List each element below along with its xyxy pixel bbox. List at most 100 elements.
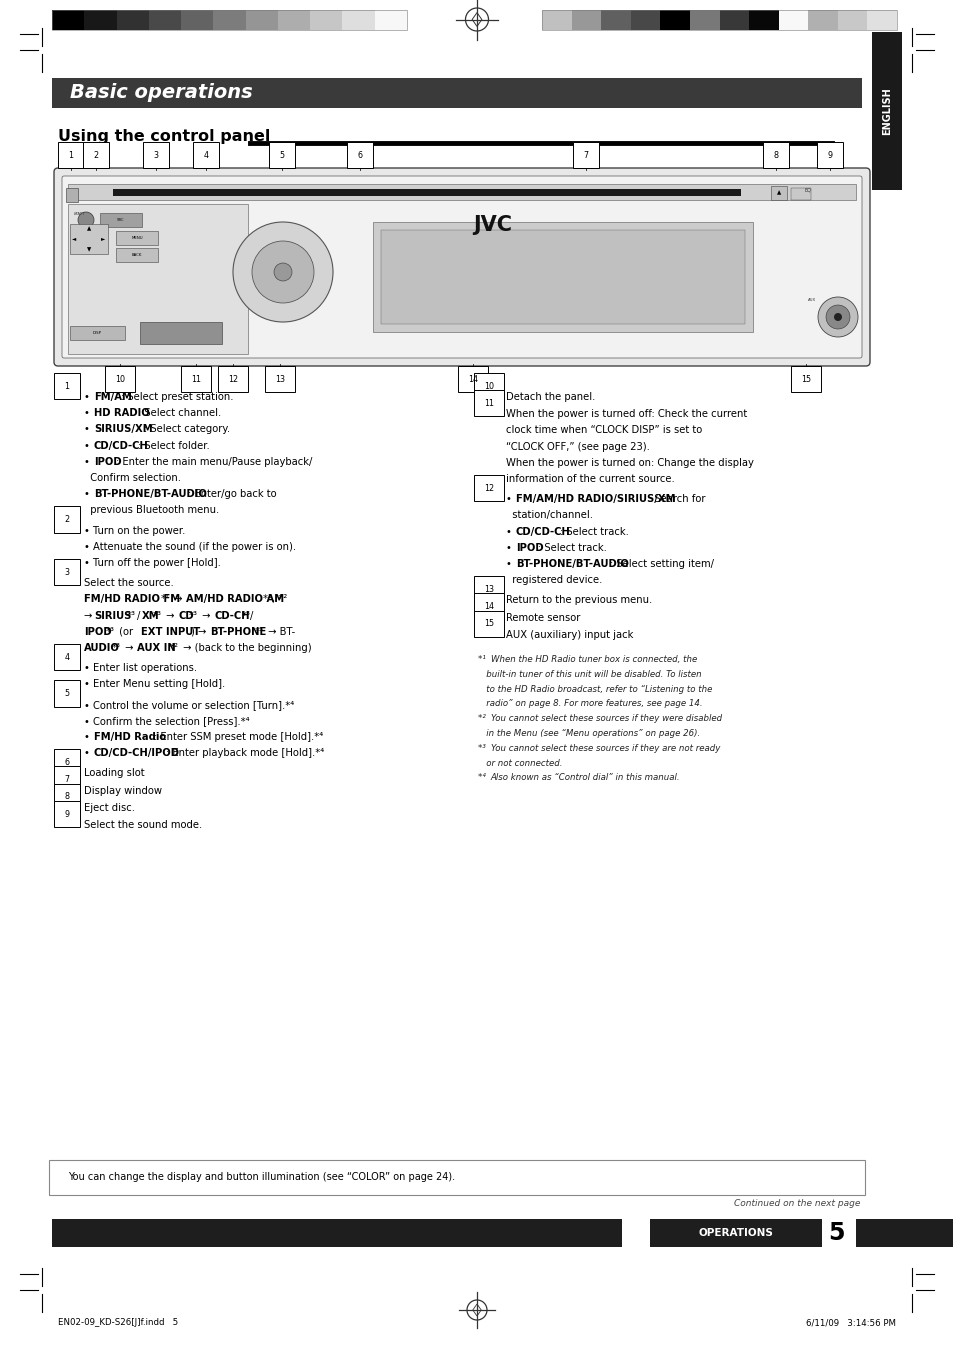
Text: OPERATIONS: OPERATIONS [698,1228,773,1238]
FancyBboxPatch shape [816,142,842,168]
Bar [719,9,748,30]
Bar [52,9,407,30]
Text: 8: 8 [65,792,70,802]
Bar [807,9,837,30]
Text: Confirm selection.: Confirm selection. [84,473,181,483]
Text: 7: 7 [65,775,70,784]
FancyBboxPatch shape [53,767,80,792]
Text: 6: 6 [65,758,70,767]
Text: 11: 11 [483,399,494,408]
Text: BT-PHONE/BT-AUDIO: BT-PHONE/BT-AUDIO [94,489,207,499]
Circle shape [833,314,841,320]
Text: 1: 1 [65,381,70,391]
Text: AM/HD RADIO AM: AM/HD RADIO AM [186,595,284,604]
Text: BACK: BACK [132,253,142,257]
Text: Also known as “Control dial” in this manual.: Also known as “Control dial” in this man… [491,773,679,783]
Text: ENGLISH: ENGLISH [882,87,891,135]
Text: : Select track.: : Select track. [559,526,628,537]
Bar [375,9,407,30]
Text: • Confirm the selection [Press].*⁴: • Confirm the selection [Press].*⁴ [84,715,250,726]
Text: Select the sound mode.: Select the sound mode. [84,821,202,830]
Text: (or: (or [116,627,136,637]
Text: EXT INPUT: EXT INPUT [141,627,200,637]
Bar [689,9,719,30]
Text: CD-CH: CD-CH [213,611,250,621]
Text: 1: 1 [69,150,73,160]
Text: ▲: ▲ [87,226,91,231]
Text: 9: 9 [826,150,832,160]
Text: registered device.: registered device. [505,575,601,585]
Text: CD/CD-CH/IPOD: CD/CD-CH/IPOD [94,748,180,758]
Text: 5: 5 [279,150,284,160]
Text: FM/AM: FM/AM [94,392,132,402]
Bar [112,189,740,196]
Text: “CLOCK OFF,” (see page 23).: “CLOCK OFF,” (see page 23). [505,442,649,452]
Text: 3: 3 [65,568,70,577]
FancyBboxPatch shape [49,1160,864,1195]
Text: *¹: *¹ [477,654,488,664]
Bar [181,9,213,30]
Text: •: • [505,495,515,504]
Text: Continued on the next page: Continued on the next page [733,1199,859,1207]
FancyBboxPatch shape [346,142,373,168]
Text: 15: 15 [801,375,810,384]
FancyBboxPatch shape [53,373,80,399]
Text: IPOD: IPOD [516,542,543,553]
Text: clock time when “CLOCK DISP” is set to: clock time when “CLOCK DISP” is set to [505,426,701,435]
Text: 8: 8 [773,150,778,160]
Text: 14: 14 [483,602,494,611]
Text: : Select channel.: : Select channel. [138,408,221,418]
Text: XM: XM [142,611,159,621]
Text: 15: 15 [483,619,494,629]
Text: 5: 5 [827,1221,843,1245]
Circle shape [78,212,94,228]
Text: •: • [84,408,92,418]
Bar [68,204,248,354]
Text: CD/CD-CH: CD/CD-CH [516,526,570,537]
Text: *³/: *³/ [241,611,253,621]
FancyBboxPatch shape [83,142,110,168]
Text: : Select category.: : Select category. [143,425,230,434]
Text: 6: 6 [357,150,362,160]
Text: *³: *³ [189,611,198,621]
FancyBboxPatch shape [53,644,80,671]
Bar [277,9,310,30]
Text: 5: 5 [65,690,70,698]
Bar [66,188,78,201]
Text: ◄: ◄ [71,237,76,242]
Text: 13: 13 [483,585,494,594]
Text: MENU: MENU [132,237,143,241]
Text: radio” on page 8. For more features, see page 14.: radio” on page 8. For more features, see… [477,699,702,708]
FancyBboxPatch shape [54,168,869,366]
FancyBboxPatch shape [62,176,862,358]
Text: /: / [137,611,140,621]
FancyBboxPatch shape [193,142,219,168]
Bar [871,32,901,191]
FancyBboxPatch shape [180,366,211,392]
Text: ▼: ▼ [87,247,91,251]
Text: *³: *³ [477,744,488,753]
Circle shape [274,264,292,281]
FancyBboxPatch shape [265,366,294,392]
Text: to the HD Radio broadcast, refer to “Listening to the: to the HD Radio broadcast, refer to “Lis… [477,684,712,694]
Text: JVC: JVC [473,215,512,235]
Text: Loading slot: Loading slot [84,768,145,779]
Text: FM/HD Radio: FM/HD Radio [94,731,166,742]
Text: → (back to the beginning): → (back to the beginning) [179,644,311,653]
FancyBboxPatch shape [105,366,135,392]
Text: 13: 13 [274,375,285,384]
Text: : Select folder.: : Select folder. [138,441,210,450]
Text: information of the current source.: information of the current source. [505,475,674,484]
Text: built-in tuner of this unit will be disabled. To listen: built-in tuner of this unit will be disa… [477,669,700,679]
Text: •: • [84,731,92,742]
Text: →: → [171,595,186,604]
Text: 4: 4 [203,150,209,160]
Bar [70,224,108,254]
Text: →: → [84,611,95,621]
Text: •: • [84,748,92,758]
Text: *²: *² [170,644,178,653]
Bar [68,184,855,200]
Text: *¹: *¹ [161,595,170,604]
Bar [342,9,375,30]
Text: 10: 10 [483,381,494,391]
